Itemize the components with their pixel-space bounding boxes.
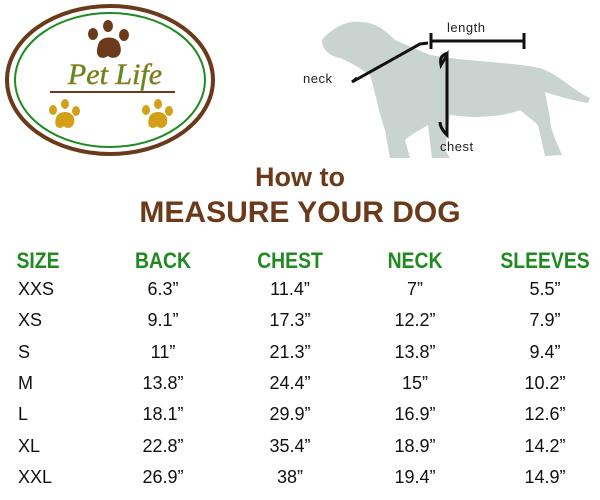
dog-silhouette <box>322 21 590 158</box>
cell-neck: 18.9” <box>394 435 436 456</box>
cell-back: 9.1” <box>147 310 179 331</box>
cell-chest: 24.4” <box>269 372 311 393</box>
cell-sleeves: 7.9” <box>529 310 561 331</box>
column-header-neck: NECK <box>387 248 443 273</box>
cell-back: 13.8” <box>142 372 184 393</box>
column-header-size: SIZE <box>16 248 60 273</box>
pet-life-logo <box>5 4 215 156</box>
chest-label: chest <box>440 139 474 154</box>
cell-size: L <box>18 404 29 425</box>
cell-sleeves: 14.9” <box>524 466 566 487</box>
cell-size: XS <box>18 310 43 331</box>
paw-icon <box>49 99 173 128</box>
cell-sleeves: 10.2” <box>524 372 566 393</box>
cell-size: S <box>18 341 31 362</box>
cell-neck: 12.2” <box>394 310 436 331</box>
cell-neck: 7” <box>406 279 424 299</box>
cell-chest: 21.3” <box>269 341 311 362</box>
cell-neck: 16.9” <box>394 404 436 425</box>
cell-sleeves: 12.6” <box>524 404 566 425</box>
column-header-chest: CHEST <box>257 248 323 273</box>
cell-back: 18.1” <box>142 404 184 425</box>
cell-sleeves: 14.2” <box>524 435 566 456</box>
cell-neck: 13.8” <box>394 341 436 362</box>
title-line-2: MEASURE YOUR DOG <box>139 196 461 229</box>
cell-back: 11” <box>150 341 176 362</box>
cell-chest: 35.4” <box>269 435 311 456</box>
cell-sleeves: 9.4” <box>529 341 561 362</box>
cell-back: 26.9” <box>142 466 184 487</box>
cell-back: 22.8” <box>142 435 184 456</box>
cell-size: XXS <box>18 279 55 299</box>
dog-measure-diagram <box>322 21 590 158</box>
cell-size: XL <box>18 435 41 456</box>
cell-chest: 17.3” <box>269 310 311 331</box>
length-label: length <box>447 20 486 35</box>
cell-sleeves: 5.5” <box>529 279 561 299</box>
cell-size: XXL <box>18 466 53 487</box>
logo-text: Pet Life <box>67 58 163 92</box>
column-header-back: BACK <box>135 248 191 273</box>
cell-chest: 29.9” <box>269 404 311 425</box>
cell-back: 6.3” <box>147 279 179 299</box>
neck-label: neck <box>303 71 333 86</box>
cell-size: M <box>18 372 33 393</box>
cell-chest: 11.4” <box>270 279 310 299</box>
cell-neck: 15” <box>401 372 429 393</box>
paw-icon <box>88 20 129 58</box>
cell-chest: 38” <box>276 466 304 487</box>
title-line-1: How to <box>255 162 345 192</box>
cell-neck: 19.4” <box>394 466 436 487</box>
column-header-sleeves: SLEEVES <box>500 248 590 273</box>
